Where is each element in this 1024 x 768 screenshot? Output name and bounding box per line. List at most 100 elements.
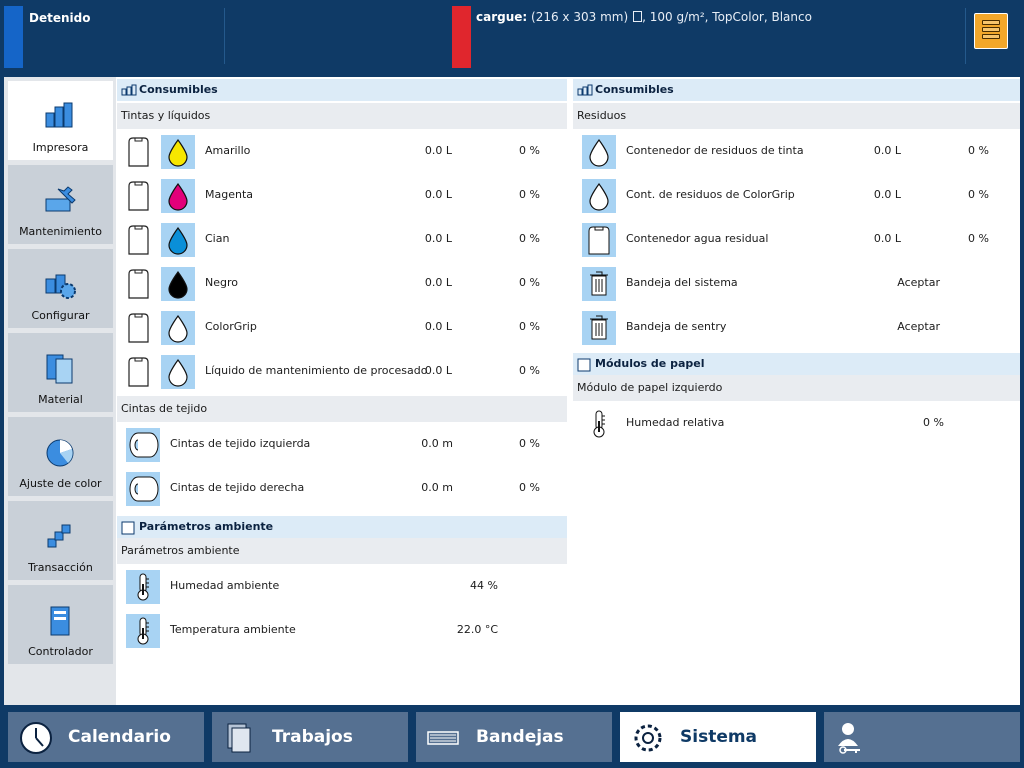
status-indicator [4, 6, 23, 68]
cartridge-icon [127, 312, 150, 344]
tape-percent: 0 % [519, 481, 540, 494]
media-details: , 100 g/m², TopColor, Blanco [642, 10, 812, 24]
sidebar-item-label: Impresora [32, 141, 89, 154]
waste-name: Bandeja de sentry [626, 320, 727, 333]
printer-status[interactable]: Detenido [4, 6, 224, 68]
media-label: cargue: [476, 10, 528, 24]
clock-icon [20, 722, 52, 754]
waste-row[interactable]: Contenedor de residuos de tinta 0.0 L 0 % [573, 129, 1020, 173]
gear-icon [634, 724, 662, 752]
sidebar-item-controller[interactable]: Controlador [8, 585, 113, 664]
sidebar-item-maintenance[interactable]: Mantenimiento [8, 165, 113, 244]
ink-row[interactable]: ColorGrip 0.0 L 0 % [117, 305, 567, 349]
tape-roll-icon [126, 428, 160, 462]
printer-icon [45, 102, 73, 128]
waste-row[interactable]: Cont. de residuos de ColorGrip 0.0 L 0 % [573, 173, 1020, 217]
section-title: Consumibles [139, 83, 218, 96]
user-key-icon [838, 723, 860, 754]
status-text: Detenido [29, 11, 91, 25]
divider [224, 8, 225, 64]
waste-amount: 0.0 L [873, 232, 901, 245]
nav-jobs[interactable]: Trabajos [212, 712, 408, 762]
sidebar-item-configure[interactable]: Configurar [8, 249, 113, 328]
nav-user[interactable] [824, 712, 1020, 762]
tape-roll-icon [126, 472, 160, 506]
ink-list: Amarillo 0.0 L 0 % Magenta 0.0 L 0 % Cian 0.0 L… [117, 129, 567, 393]
tape-row[interactable]: Cintas de tejido izquierda 0.0 m 0 % [117, 422, 567, 466]
cartridge-icon [127, 136, 150, 168]
waste-percent: 0 % [968, 144, 989, 157]
printer-icon [121, 84, 137, 96]
cartridge-icon [127, 224, 150, 256]
waste-row[interactable]: Bandeja del sistema Aceptar [573, 261, 1020, 305]
sidebar-item-printer[interactable]: Impresora [8, 81, 113, 160]
consumables-panel-left: Consumibles Tintas y líquidos Amarillo 0.… [117, 79, 567, 652]
waste-row[interactable]: Contenedor agua residual 0.0 L 0 % [573, 217, 1020, 261]
waste-drop-icon [582, 135, 616, 169]
ink-row[interactable]: Líquido de mantenimiento de procesado 0.0… [117, 349, 567, 393]
nav-calendar[interactable]: Calendario [8, 712, 204, 762]
cartridge-icon [127, 356, 150, 388]
consumables-panel-right: Consumibles Residuos Contenedor de resid… [573, 79, 1020, 445]
waste-name: Contenedor de residuos de tinta [626, 144, 804, 157]
ambient-row: Humedad ambiente 44 % [117, 564, 567, 608]
waste-name: Cont. de residuos de ColorGrip [626, 188, 795, 201]
ink-amount: 0.0 L [424, 188, 452, 201]
ink-percent: 0 % [519, 364, 540, 377]
waste-status: Aceptar [897, 276, 940, 289]
sidebar-item-media[interactable]: Material [8, 333, 113, 412]
subsection-header-tapes: Cintas de tejido [117, 396, 567, 422]
paper-module-name: Humedad relativa [626, 416, 725, 429]
nav-trays[interactable]: Bandejas [416, 712, 612, 762]
waste-name: Contenedor agua residual [626, 232, 769, 245]
ink-name: Cian [205, 232, 230, 245]
sidebar-item-label: Configurar [31, 309, 90, 322]
sidebar-item-transaction[interactable]: Transacción [8, 501, 113, 580]
trays-icon [427, 731, 459, 745]
waste-row[interactable]: Bandeja de sentry Aceptar [573, 305, 1020, 349]
sidebar-item-color-adjust[interactable]: Ajuste de color [8, 417, 113, 496]
paper-module-value: 0 % [923, 416, 944, 429]
nav-label: Calendario [68, 727, 171, 747]
printer-icon [577, 84, 593, 96]
nav-label: Bandejas [476, 727, 564, 747]
thermometer-icon [126, 570, 160, 604]
ink-row[interactable]: Magenta 0.0 L 0 % [117, 173, 567, 217]
tray-bin-icon [582, 311, 616, 345]
section-title: Consumibles [595, 83, 674, 96]
waste-percent: 0 % [968, 232, 989, 245]
ambient-value: 22.0 °C [456, 623, 498, 636]
sidebar-item-label: Mantenimiento [19, 225, 102, 238]
server-icon [982, 20, 1000, 25]
ink-row[interactable]: Cian 0.0 L 0 % [117, 217, 567, 261]
ink-drop-icon [161, 311, 195, 345]
media-icon [46, 354, 73, 384]
ink-amount: 0.0 L [424, 364, 452, 377]
warning-indicator [452, 6, 471, 68]
ink-row[interactable]: Amarillo 0.0 L 0 % [117, 129, 567, 173]
ink-row[interactable]: Negro 0.0 L 0 % [117, 261, 567, 305]
ink-drop-icon [161, 267, 195, 301]
nav-system[interactable]: Sistema [620, 712, 816, 762]
tape-name: Cintas de tejido izquierda [170, 437, 311, 450]
loaded-media-info[interactable]: cargue: (216 x 303 mm) , 100 g/m², TopCol… [476, 10, 812, 24]
system-overview-button[interactable] [974, 13, 1008, 49]
ambient-list: Humedad ambiente 44 % Temperatura ambiente… [117, 564, 567, 652]
transaction-icon [47, 524, 71, 548]
bottom-navigation: Calendario Trabajos Bandejas Sistema [0, 708, 1024, 768]
tape-row[interactable]: Cintas de tejido derecha 0.0 m 0 % [117, 466, 567, 510]
ink-drop-icon [161, 355, 195, 389]
tape-amount: 0.0 m [421, 481, 453, 494]
paper-module-list: Humedad relativa 0 % [573, 401, 1020, 445]
thermometer-icon [582, 407, 616, 441]
subsection-header-paper-module-left: Módulo de papel izquierdo [573, 375, 1020, 401]
cartridge-icon [127, 268, 150, 300]
configure-icon [45, 274, 76, 299]
sidebar: Impresora Mantenimiento Configurar Mater… [4, 77, 116, 705]
ink-drop-icon [161, 135, 195, 169]
waste-amount: 0.0 L [873, 188, 901, 201]
waste-status: Aceptar [897, 320, 940, 333]
ambient-name: Humedad ambiente [170, 579, 280, 592]
